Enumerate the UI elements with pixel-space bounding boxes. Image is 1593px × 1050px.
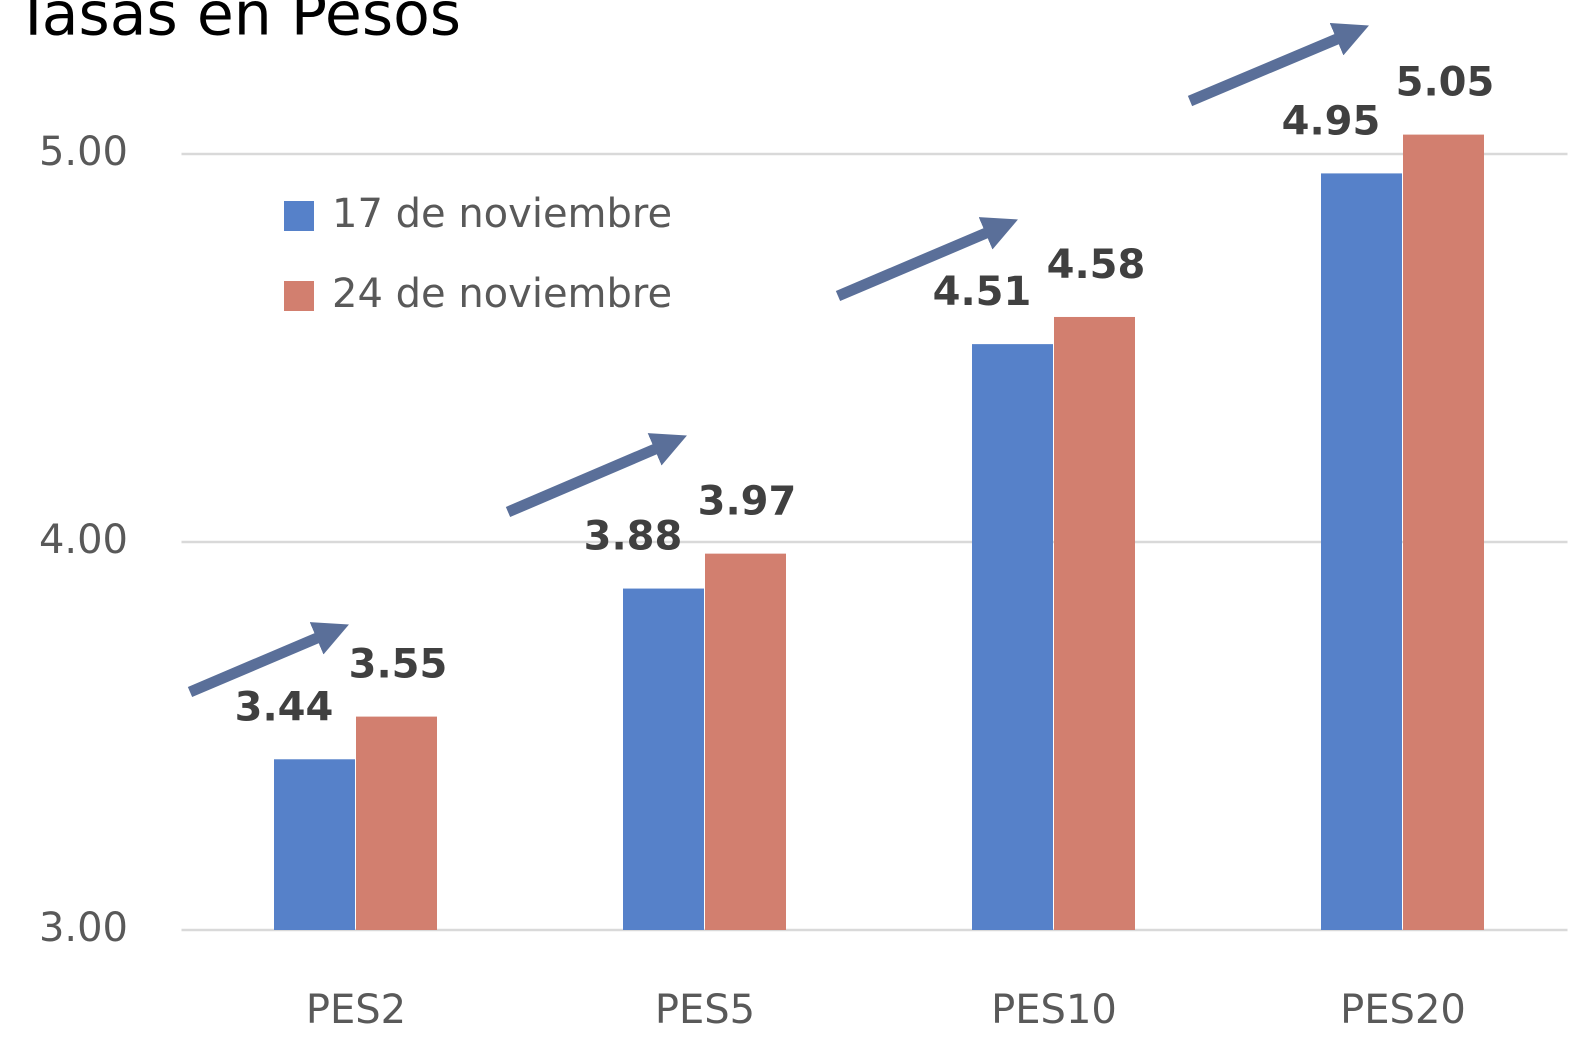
bar — [274, 759, 355, 930]
bar — [1403, 134, 1484, 931]
legend-swatch — [284, 201, 314, 231]
bar — [623, 588, 704, 930]
value-label: 4.95 — [1282, 98, 1381, 144]
y-tick-label: 3.00 — [39, 905, 128, 951]
bar — [356, 716, 437, 930]
bar — [972, 344, 1053, 930]
value-label: 3.97 — [698, 479, 797, 525]
value-label: 3.44 — [235, 684, 334, 730]
x-tick-label: PES20 — [1340, 987, 1466, 1033]
x-tick-label: PES2 — [306, 987, 406, 1033]
bar — [1054, 316, 1135, 931]
chart-title: Tasas en Pesos — [14, 0, 461, 50]
value-label: 4.58 — [1047, 242, 1146, 288]
arrow — [187, 622, 349, 698]
y-tick-label: 5.00 — [39, 129, 128, 175]
value-label: 3.55 — [349, 642, 448, 688]
arrow — [505, 433, 687, 518]
bar — [1321, 173, 1402, 930]
y-tick-label: 4.00 — [39, 517, 128, 563]
trend-arrows — [187, 22, 1369, 698]
legend-swatch — [284, 281, 314, 311]
bar — [705, 553, 786, 930]
arrow — [1187, 22, 1369, 107]
legend-label: 24 de noviembre — [332, 271, 672, 317]
x-tick-label: PES10 — [991, 987, 1117, 1033]
arrow — [835, 217, 1018, 302]
value-label: 4.51 — [933, 269, 1032, 315]
legend-label: 17 de noviembre — [332, 191, 672, 237]
value-label: 3.88 — [584, 514, 683, 560]
x-tick-label: PES5 — [655, 987, 755, 1033]
value-label: 5.05 — [1396, 60, 1495, 106]
